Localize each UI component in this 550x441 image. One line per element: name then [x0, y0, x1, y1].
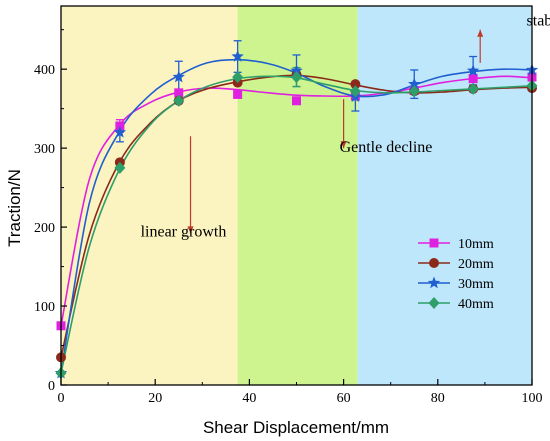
legend: 10mm 20mm 30mm 40mm: [418, 237, 494, 312]
y-tick-label-0: 0: [48, 379, 55, 394]
curve-20mm: [60, 74, 533, 358]
legend-marker: [427, 276, 441, 289]
point-10mm-7: [468, 74, 478, 84]
point-40mm-6: [408, 85, 420, 98]
y-tick-label-3: 300: [34, 142, 55, 157]
y-tick-label-2: 200: [34, 221, 55, 236]
legend-label: 40mm: [458, 297, 494, 312]
point-30mm-3: [231, 50, 244, 62]
point-30mm-6: [408, 77, 421, 90]
legend-label: 10mm: [458, 237, 494, 252]
point-30mm-1: [113, 125, 127, 138]
x-tick-label-4: 80: [431, 391, 445, 406]
point-40mm-2: [173, 94, 185, 107]
annotation-1: Gentle decline: [340, 99, 433, 156]
legend-label: 30mm: [458, 277, 494, 292]
annotation-text: linear growth: [141, 224, 227, 241]
x-tick-label-3: 60: [337, 391, 351, 406]
point-40mm-4: [291, 71, 302, 84]
region-0: [61, 6, 238, 385]
phase-regions: [61, 6, 532, 385]
annotations: linear growth Gentle decline stable develo…: [141, 13, 550, 241]
point-30mm-2: [172, 70, 185, 83]
legend-marker: [428, 297, 440, 309]
annotation-arrow-head: [340, 141, 347, 149]
legend-item-40mm: 40mm: [418, 297, 494, 312]
region-1: [237, 6, 358, 385]
x-axis-title: Shear Displacement/mm: [203, 418, 389, 437]
annotation-text: stable development: [527, 13, 550, 30]
legend-marker: [429, 258, 439, 268]
point-40mm-7: [467, 82, 479, 95]
x-tick-label-0: 0: [58, 391, 65, 406]
point-20mm-5: [350, 79, 361, 90]
legend-item-30mm: 30mm: [418, 276, 494, 292]
x-tick-label-1: 20: [148, 391, 162, 406]
point-30mm-4: [290, 64, 303, 76]
legend-label: 20mm: [458, 257, 494, 272]
point-10mm-2: [174, 88, 184, 98]
curve-10mm: [60, 75, 533, 326]
legend-marker: [429, 238, 439, 248]
axes: 0 20 40 60 80 100 0 100 200 300 400: [34, 5, 543, 406]
region-2: [357, 6, 532, 385]
x-tick-label-2: 40: [242, 391, 256, 406]
annotation-arrow-head: [477, 29, 484, 37]
point-30mm-7: [466, 64, 480, 76]
y-tick-label-1: 100: [34, 300, 55, 315]
point-40mm-3: [232, 71, 244, 84]
point-40mm-1: [114, 161, 126, 174]
point-10mm-4: [292, 96, 301, 106]
x-tick-label-5: 100: [522, 391, 543, 406]
annotation-arrow-head: [187, 226, 194, 234]
y-tick-label-4: 400: [34, 63, 55, 78]
annotation-0: linear growth: [141, 136, 227, 241]
legend-item-20mm: 20mm: [418, 257, 494, 272]
annotation-text: Gentle decline: [340, 139, 433, 156]
legend-item-10mm: 10mm: [418, 237, 494, 252]
point-40mm-5: [349, 85, 361, 98]
point-10mm-3: [233, 89, 243, 99]
annotation-2: stable development: [477, 13, 550, 63]
y-axis-title: Traction/N: [5, 169, 24, 247]
